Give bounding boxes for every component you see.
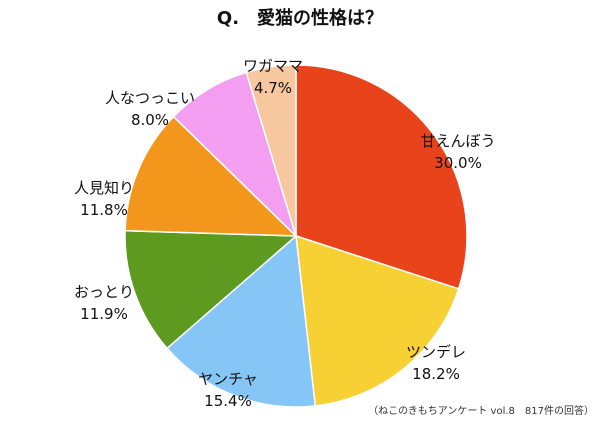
pie-slice-1 — [295, 234, 460, 407]
pie-slice-6 — [245, 64, 297, 237]
pie-slice-0 — [295, 64, 468, 290]
chart-title: Q. 愛猫の性格は？ — [217, 7, 383, 29]
pie-labels: 甘えんぼう 30.0% ツンデレ 18.2% ヤンチャ 15.4% おっとり 11.9% 人見知… — [74, 57, 496, 410]
slice-label-0: 甘えんぼう 30.0% — [420, 132, 495, 172]
slice-label-3: おっとり 11.9% — [74, 283, 134, 323]
slice-label-1: ツンデレ 18.2% — [406, 343, 466, 383]
pie-slice-3 — [124, 229, 298, 350]
source-note: （ねこのきもちアンケート vol.8 817件の回答） — [368, 404, 594, 417]
slice-label-4: 人見知り 11.8% — [74, 179, 134, 219]
pie-slices — [124, 64, 468, 408]
slice-label-6: ワガママ 4.7% — [243, 57, 303, 97]
pie-slice-2 — [165, 234, 317, 408]
slice-label-5: 人なつっこい 8.0% — [105, 89, 195, 129]
pie-slice-4 — [124, 115, 298, 237]
slice-label-2: ヤンチャ 15.4% — [198, 370, 258, 410]
